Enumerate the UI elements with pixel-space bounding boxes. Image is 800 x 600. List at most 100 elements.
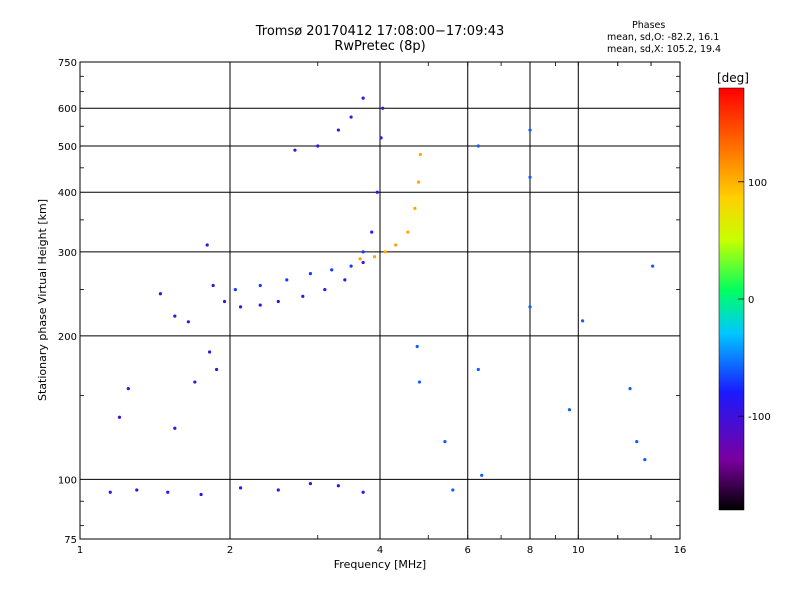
data-point <box>173 314 177 318</box>
data-point <box>372 255 377 259</box>
data-point <box>186 320 190 324</box>
data-point <box>330 268 334 272</box>
data-point <box>383 250 387 254</box>
data-point <box>370 230 374 234</box>
data-point <box>238 486 243 490</box>
data-point <box>222 299 227 304</box>
data-point <box>643 458 647 462</box>
data-point <box>443 440 447 444</box>
colorbar-tick-label: 100 <box>748 178 767 189</box>
phases-o-mean-sd: mean, sd,O: -82.2, 16.1 <box>607 32 720 43</box>
data-point <box>308 481 313 486</box>
data-point <box>358 257 362 261</box>
data-point <box>336 484 340 488</box>
x-tick-label: 1 <box>77 545 83 556</box>
data-point <box>528 305 532 309</box>
grid-lines <box>80 62 680 539</box>
x-tick-label: 10 <box>572 545 585 556</box>
data-point <box>193 380 197 384</box>
data-point <box>381 106 385 110</box>
data-point <box>336 128 340 132</box>
data-point <box>451 488 455 492</box>
data-point <box>379 136 383 140</box>
data-point <box>158 292 163 296</box>
x-tick-label: 2 <box>227 545 233 556</box>
data-point <box>301 294 305 298</box>
data-point <box>276 299 280 304</box>
data-point <box>361 490 365 494</box>
x-axis-label: Frequency [MHz] <box>334 558 426 571</box>
data-point <box>528 175 532 179</box>
data-point <box>567 408 572 412</box>
data-point <box>476 367 480 372</box>
data-point <box>417 380 422 384</box>
data-point <box>135 488 139 492</box>
data-point <box>361 250 365 254</box>
y-tick-label: 400 <box>58 188 77 199</box>
y-tick-label: 600 <box>58 104 77 115</box>
y-tick-label: 300 <box>58 248 77 259</box>
plot-frame <box>79 61 681 540</box>
data-point <box>173 426 177 430</box>
data-point <box>323 287 327 292</box>
data-point <box>207 350 212 354</box>
colorbar-tick-label: -100 <box>748 412 771 423</box>
data-point <box>349 264 353 268</box>
x-tick-label: 4 <box>377 545 383 556</box>
data-point <box>166 490 170 494</box>
data-point <box>108 490 112 494</box>
data-point <box>394 243 398 247</box>
data-point <box>349 115 353 119</box>
data-point <box>480 473 484 477</box>
y-tick-label: 500 <box>58 142 77 153</box>
data-point <box>293 148 297 152</box>
data-point <box>413 206 417 210</box>
data-point <box>580 319 585 323</box>
data-point <box>238 305 243 309</box>
data-point <box>117 415 122 419</box>
data-point <box>211 283 215 288</box>
data-point <box>528 128 532 132</box>
x-tick-label: 16 <box>674 545 687 556</box>
x-tick-labels: 1 2 4 6 8 10 16 <box>77 545 687 556</box>
colorbar-tick-label: 0 <box>748 295 754 306</box>
data-point <box>476 144 480 148</box>
data-point <box>199 492 203 497</box>
data-point <box>628 387 632 391</box>
y-tick-label: 75 <box>64 535 77 546</box>
chart-subtitle: RwPretec (8p) <box>334 39 426 54</box>
data-point <box>316 144 320 148</box>
data-point <box>258 303 262 307</box>
phases-x-mean-sd: mean, sd,X: 105.2, 19.4 <box>607 44 722 55</box>
y-tick-label: 750 <box>58 58 77 69</box>
data-point <box>126 387 130 391</box>
data-point <box>635 440 639 444</box>
data-point <box>415 344 419 349</box>
data-point <box>375 190 379 194</box>
data-point <box>276 488 280 492</box>
data-point <box>416 180 421 184</box>
data-point <box>215 367 219 372</box>
chart-title: Tromsø 20170412 17:08:00−17:09:43 <box>255 24 505 39</box>
data-point <box>406 230 410 234</box>
data-point <box>343 278 347 282</box>
colorbar-ticks: 100 0 -100 <box>738 178 771 423</box>
data-point <box>258 283 262 288</box>
phases-heading: Phases <box>632 20 666 31</box>
y-tick-labels: 75 100 200 300 400 500 600 750 <box>58 58 77 546</box>
data-points <box>108 96 655 497</box>
y-axis-label: Stationary phase Virtual Height [km] <box>36 199 49 401</box>
data-point <box>361 96 365 100</box>
x-tick-label: 8 <box>527 545 533 556</box>
data-point <box>285 278 289 282</box>
data-point <box>308 272 313 276</box>
data-point <box>418 152 422 157</box>
data-point <box>651 264 655 268</box>
x-tick-label: 6 <box>465 545 471 556</box>
data-point <box>361 260 365 265</box>
y-tick-label: 200 <box>58 332 77 343</box>
colorbar-label: [deg] <box>717 71 749 85</box>
data-point <box>205 243 209 247</box>
data-point <box>233 287 237 292</box>
